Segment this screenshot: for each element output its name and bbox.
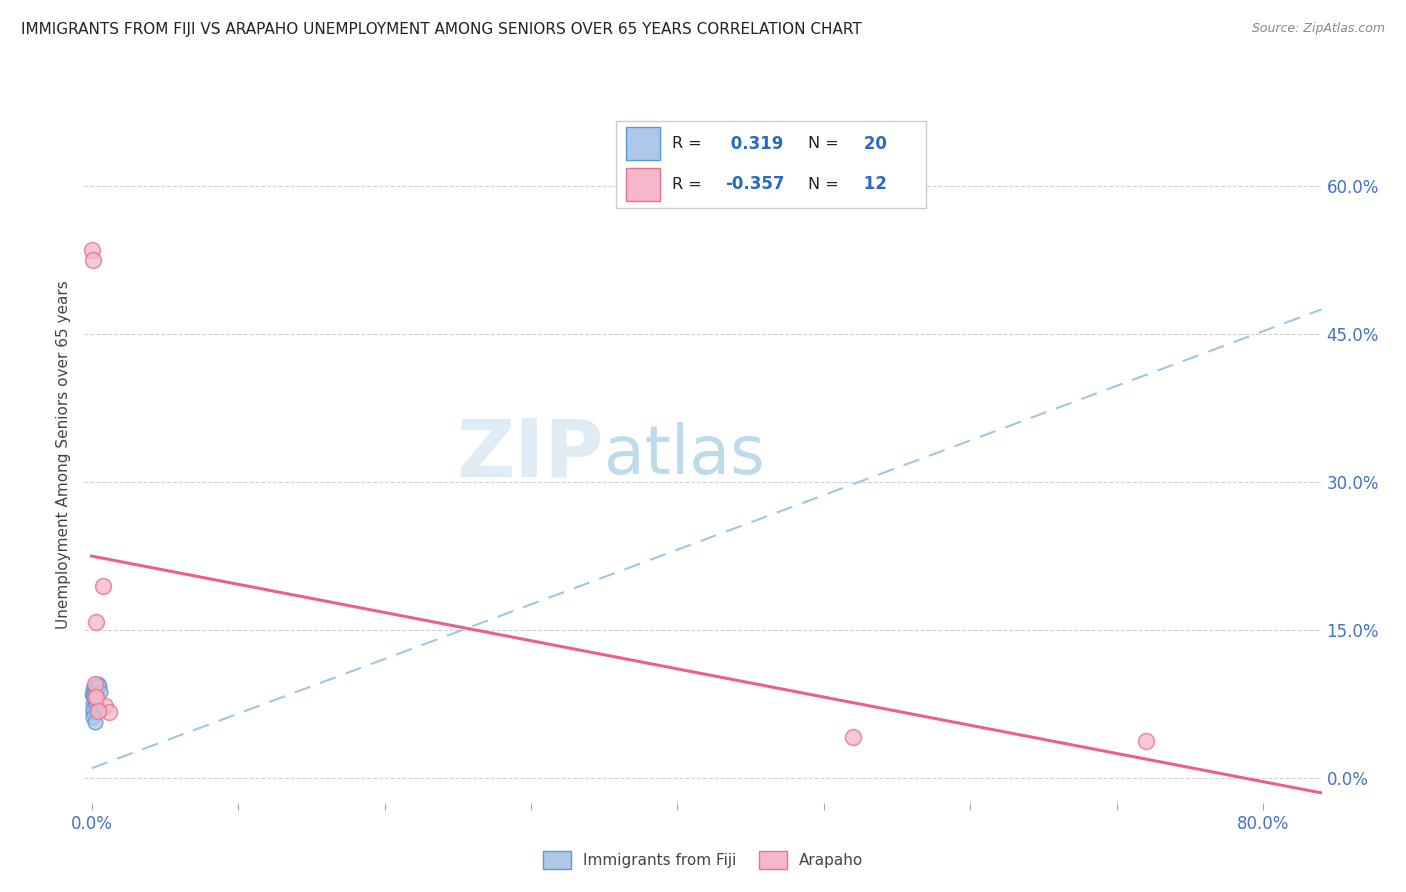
Point — [82, 243, 104, 257]
Text: 0.319: 0.319 — [724, 135, 783, 153]
Point — [83, 684, 105, 698]
Text: -0.357: -0.357 — [724, 176, 785, 194]
Text: N =: N = — [808, 177, 839, 192]
Point — [82, 710, 104, 724]
Point — [83, 685, 105, 699]
Point — [83, 692, 105, 706]
Point — [83, 681, 105, 695]
Point — [94, 699, 117, 714]
Point — [1135, 733, 1157, 747]
Point — [84, 682, 107, 697]
Point — [83, 690, 105, 705]
Bar — [626, 168, 659, 201]
Text: IMMIGRANTS FROM FIJI VS ARAPAHO UNEMPLOYMENT AMONG SENIORS OVER 65 YEARS CORRELA: IMMIGRANTS FROM FIJI VS ARAPAHO UNEMPLOY… — [21, 22, 862, 37]
Point — [82, 252, 104, 267]
Point — [93, 579, 115, 593]
Point — [82, 697, 104, 711]
Point — [83, 692, 105, 706]
Bar — [626, 127, 659, 160]
Text: Source: ZipAtlas.com: Source: ZipAtlas.com — [1251, 22, 1385, 36]
Point — [87, 679, 110, 693]
Text: ZIP: ZIP — [457, 416, 605, 494]
Point — [83, 690, 105, 705]
Text: 20: 20 — [858, 135, 887, 153]
Point — [86, 677, 108, 691]
Point — [82, 687, 104, 701]
Point — [84, 690, 107, 705]
Text: R =: R = — [672, 136, 702, 151]
Y-axis label: Unemployment Among Seniors over 65 years: Unemployment Among Seniors over 65 years — [56, 281, 72, 629]
Point — [86, 704, 108, 718]
Text: N =: N = — [808, 136, 839, 151]
Text: 12: 12 — [858, 176, 887, 194]
Point — [83, 714, 105, 729]
Point — [84, 697, 107, 711]
Point — [842, 730, 865, 744]
FancyBboxPatch shape — [616, 121, 925, 208]
Point — [83, 677, 105, 691]
Text: R =: R = — [672, 177, 702, 192]
Point — [98, 705, 121, 719]
Point — [84, 615, 107, 630]
Point — [82, 682, 104, 697]
Legend: Immigrants from Fiji, Arapaho: Immigrants from Fiji, Arapaho — [537, 846, 869, 875]
Point — [89, 685, 111, 699]
Point — [82, 702, 104, 716]
Text: atlas: atlas — [605, 422, 765, 488]
Point — [82, 690, 104, 704]
Point — [82, 705, 104, 719]
Point — [83, 698, 105, 712]
